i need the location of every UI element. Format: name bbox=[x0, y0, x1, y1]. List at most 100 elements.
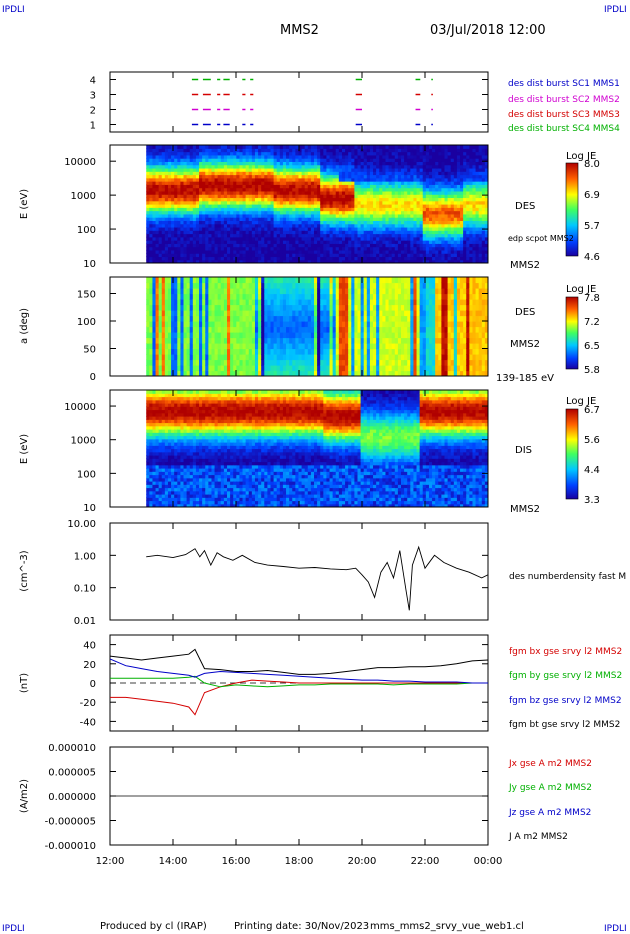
spectrogram-cell bbox=[292, 321, 296, 328]
spectrogram-cell bbox=[354, 167, 359, 172]
spectrogram-cell bbox=[245, 223, 250, 228]
spectrogram-cell bbox=[167, 167, 172, 172]
spectrogram-cell bbox=[205, 337, 209, 344]
spectrogram-cell bbox=[413, 161, 418, 166]
spectrogram-cell bbox=[276, 370, 281, 376]
spectrogram-cell bbox=[379, 154, 383, 159]
spectrogram-cell bbox=[205, 236, 209, 241]
spectrogram-cell bbox=[351, 217, 355, 221]
spectrogram-cell bbox=[171, 337, 175, 344]
spectrogram-cell bbox=[276, 236, 281, 241]
spectrogram-cell bbox=[279, 187, 284, 192]
spectrogram-cell bbox=[192, 177, 197, 182]
spectrogram-cell bbox=[456, 236, 461, 241]
spectrogram-cell bbox=[444, 240, 449, 244]
spectrogram-cell bbox=[167, 158, 172, 162]
spectrogram-cell bbox=[478, 190, 483, 195]
spectrogram-cell bbox=[199, 217, 203, 221]
spectrogram-cell bbox=[376, 187, 380, 192]
spectrogram-cell bbox=[205, 256, 209, 261]
spectrogram-cell bbox=[438, 207, 442, 212]
spectrogram-cell bbox=[432, 213, 436, 218]
spectrogram-cell bbox=[233, 354, 237, 361]
spectrogram-cell bbox=[314, 210, 318, 215]
spectrogram-cell bbox=[236, 151, 241, 156]
spectrogram-cell bbox=[199, 246, 203, 251]
spectrogram-cell bbox=[338, 174, 343, 179]
spectrogram-cell bbox=[295, 253, 300, 258]
spectrogram-cell bbox=[413, 171, 418, 176]
spectrogram-cell bbox=[295, 204, 300, 208]
spectrogram-cell bbox=[217, 151, 222, 156]
spectrogram-cell bbox=[192, 148, 197, 153]
spectrogram-cell bbox=[199, 256, 203, 261]
spectrogram-cell bbox=[310, 223, 315, 228]
spectrogram-cell bbox=[286, 148, 290, 153]
spectrogram-cell bbox=[192, 167, 197, 172]
spectrogram-cell bbox=[438, 233, 442, 238]
spectrogram-cell bbox=[450, 174, 455, 179]
spectrogram-cell bbox=[326, 171, 331, 176]
des-energy-colorbar-title: Log JE bbox=[566, 151, 596, 162]
spectrogram-cell bbox=[236, 288, 241, 295]
spectrogram-cell bbox=[174, 370, 178, 376]
spectrogram-cell bbox=[298, 240, 303, 244]
spectrogram-cell bbox=[217, 181, 222, 185]
spectrogram-cell bbox=[351, 207, 355, 212]
spectrogram-cell bbox=[270, 240, 275, 244]
spectrogram-cell bbox=[326, 200, 331, 205]
spectrogram-cell bbox=[149, 171, 154, 176]
spectrogram-cell bbox=[208, 326, 213, 333]
spectrogram-cell bbox=[279, 197, 284, 202]
spectrogram-cell bbox=[460, 204, 464, 208]
spectrogram-cell bbox=[202, 249, 206, 254]
spectrogram-cell bbox=[407, 204, 411, 208]
spectrogram-cell bbox=[391, 240, 396, 244]
spectrogram-cell bbox=[304, 187, 309, 192]
spectrogram-cell bbox=[211, 304, 216, 311]
spectrogram-cell bbox=[251, 240, 256, 244]
spectrogram-cell bbox=[332, 217, 337, 221]
spectrogram-cell bbox=[186, 304, 191, 311]
spectrogram-cell bbox=[276, 321, 281, 328]
spectrogram-cell bbox=[164, 277, 169, 284]
spectrogram-cell bbox=[155, 220, 160, 225]
spectrogram-cell bbox=[345, 148, 349, 153]
spectrogram-cell bbox=[254, 370, 259, 376]
spectrogram-cell bbox=[404, 223, 408, 228]
spectrogram-cell bbox=[326, 197, 331, 202]
spectrogram-cell bbox=[453, 164, 458, 169]
spectrogram-cell bbox=[298, 190, 303, 195]
spectrogram-cell bbox=[326, 161, 331, 166]
spectrogram-cell bbox=[447, 253, 452, 258]
spectrogram-cell bbox=[186, 187, 191, 192]
spectrogram-cell bbox=[282, 259, 287, 263]
spectrogram-cell bbox=[230, 158, 234, 162]
spectrogram-cell bbox=[357, 207, 362, 212]
spectrogram-cell bbox=[155, 310, 160, 317]
spectrogram-cell bbox=[456, 171, 461, 176]
spectrogram-cell bbox=[354, 187, 359, 192]
spectrogram-cell bbox=[484, 174, 488, 179]
spectrogram-cell bbox=[211, 171, 216, 176]
spectrogram-cell bbox=[205, 310, 209, 317]
spectrogram-cell bbox=[304, 158, 309, 162]
spectrogram-cell bbox=[475, 187, 480, 192]
spectrogram-cell bbox=[164, 240, 169, 244]
spectrogram-cell bbox=[254, 177, 259, 182]
spectrogram-cell bbox=[248, 288, 253, 295]
spectrogram-cell bbox=[273, 181, 278, 185]
spectrogram-cell bbox=[292, 249, 296, 254]
spectrogram-cell bbox=[345, 167, 349, 172]
spectrogram-cell bbox=[279, 310, 284, 317]
spectrogram-cell bbox=[189, 326, 194, 333]
spectrogram-cell bbox=[167, 253, 172, 258]
spectrogram-cell bbox=[447, 148, 452, 153]
spectrogram-cell bbox=[397, 171, 402, 176]
spectrogram-cell bbox=[214, 359, 219, 366]
spectrogram-cell bbox=[484, 145, 488, 149]
spectrogram-cell bbox=[410, 184, 415, 189]
spectrogram-cell bbox=[363, 148, 368, 153]
spectrogram-cell bbox=[245, 236, 250, 241]
spectrogram-cell bbox=[236, 220, 241, 225]
